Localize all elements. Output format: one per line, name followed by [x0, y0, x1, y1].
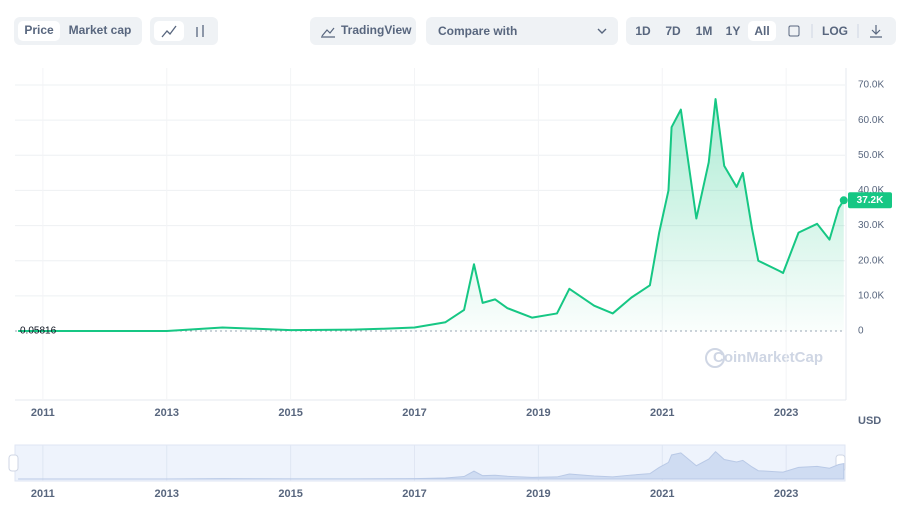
navigator-tick-label: 2013	[155, 488, 179, 500]
currency-label: USD	[858, 415, 881, 427]
last-point	[839, 196, 848, 205]
y-tick-label: 40.0K	[858, 185, 884, 196]
calendar-icon[interactable]	[788, 25, 800, 37]
tab[interactable]: Market cap	[69, 23, 132, 37]
log-button[interactable]: LOG	[822, 24, 848, 38]
range-button[interactable]: 1Y	[726, 24, 741, 38]
navigator-tick-label: 2023	[774, 488, 798, 500]
tv-icon	[321, 27, 335, 38]
download-icon[interactable]	[870, 25, 882, 38]
x-tick-label: 2015	[278, 407, 302, 419]
plot: 0 10.0K 20.0K 30.0K 40.0K 50.0K 60.0K 70.0K 2011…	[15, 68, 892, 500]
navigator-tick-label: 2019	[526, 488, 550, 500]
navigator-tick-label: 2021	[650, 488, 674, 500]
x-tick-label: 2019	[526, 407, 550, 419]
y-tick-label: 0	[858, 326, 864, 337]
x-tick-label: 2023	[774, 407, 798, 419]
compare-dropdown[interactable]	[426, 17, 618, 45]
start-price-label: 0.05816	[20, 326, 57, 337]
area	[18, 99, 844, 331]
range-active[interactable]	[748, 21, 776, 41]
navigator-tick-label: 2017	[402, 488, 426, 500]
tradingview-label[interactable]: TradingView	[341, 23, 412, 37]
range-button[interactable]: All	[754, 24, 769, 38]
x-tick-label: 2013	[155, 407, 179, 419]
navigator-tick-label: 2015	[278, 488, 302, 500]
y-tick-label: 20.0K	[858, 255, 884, 266]
watermark-logo	[705, 348, 725, 368]
watermark: CoinMarketCap	[713, 349, 823, 366]
y-tick-label: 10.0K	[858, 290, 884, 301]
range-button[interactable]: 7D	[665, 24, 681, 38]
price-tag-label: 37.2K	[857, 195, 884, 206]
range-button[interactable]: 1D	[635, 24, 651, 38]
tradingview-button[interactable]	[310, 17, 416, 45]
x-tick-label: 2021	[650, 407, 674, 419]
navigator-area	[18, 450, 845, 480]
y-tick-label: 60.0K	[858, 115, 884, 126]
tab-active[interactable]	[18, 21, 60, 41]
line-type-button[interactable]	[154, 21, 184, 41]
x-tick-label: 2017	[402, 407, 426, 419]
price-tag	[848, 192, 892, 209]
y-tick-label: 30.0K	[858, 220, 884, 231]
x-tick-label: 2011	[31, 407, 55, 419]
candle-icon[interactable]	[196, 25, 204, 37]
navigator-handle[interactable]	[8, 454, 19, 472]
range-button[interactable]: 1M	[696, 24, 713, 38]
chevron	[597, 28, 607, 34]
line-icon	[161, 25, 177, 38]
y-tick-label: 70.0K	[858, 80, 884, 91]
tab[interactable]: Price	[24, 23, 54, 37]
price-line	[18, 98, 845, 332]
y-tick-label: 50.0K	[858, 150, 884, 161]
navigator-tick-label: 2011	[31, 488, 55, 500]
compare-label[interactable]: Compare with	[438, 24, 517, 38]
